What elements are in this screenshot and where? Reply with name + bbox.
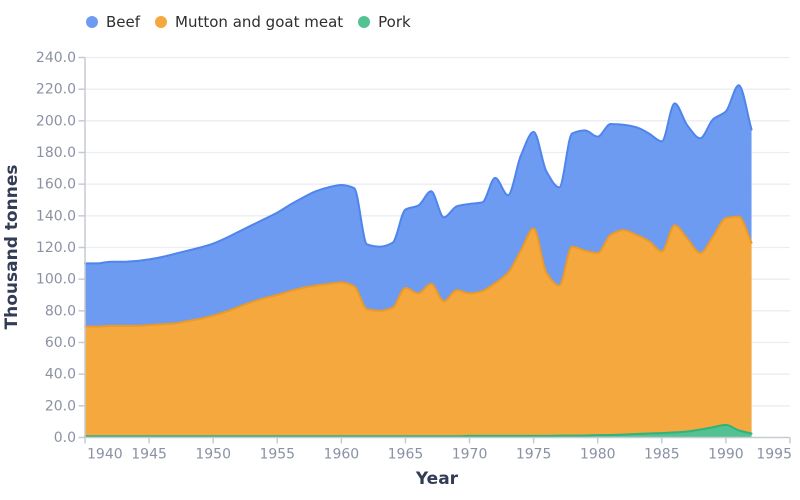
legend-label-pork: Pork (378, 13, 411, 31)
y-axis-title: Thousand tonnes (2, 165, 22, 330)
y-tick-label: 240.0 (36, 50, 76, 66)
x-tick-label: 1940 (87, 447, 123, 463)
x-tick-label: 1970 (452, 447, 488, 463)
y-tick-label: 220.0 (36, 82, 76, 98)
x-tick-label: 1980 (580, 447, 616, 463)
y-tick-label: 200.0 (36, 113, 76, 129)
line-beef (84, 84, 753, 265)
x-tick-label: 1975 (516, 447, 552, 463)
x-tick-label: 1950 (195, 447, 231, 463)
legend-label-mutton: Mutton and goat meat (175, 13, 344, 31)
x-tick-label: 1960 (324, 447, 360, 463)
legend-label-beef: Beef (106, 13, 141, 31)
plot-area: 0.0 20.0 40.0 60.0 80.0 100.0 120.0 140.0 160.0 1… (36, 50, 792, 463)
line-pork (84, 423, 753, 438)
x-tick-label: 1985 (644, 447, 680, 463)
beef-swatch-icon (86, 16, 98, 28)
line-mutton (84, 215, 753, 328)
x-tick-label: 1955 (259, 447, 295, 463)
x-tick-label: 1965 (388, 447, 424, 463)
y-tick-label: 0.0 (54, 430, 76, 446)
y-tick-label: 120.0 (36, 240, 76, 256)
legend-item-pork[interactable]: Pork (358, 13, 411, 31)
y-tick-label: 140.0 (36, 208, 76, 224)
mutton-swatch-icon (155, 16, 168, 28)
area-mutton (85, 216, 752, 438)
y-tick-label: 100.0 (36, 272, 76, 288)
legend-item-mutton[interactable]: Mutton and goat meat (155, 13, 343, 31)
x-tick-label: 1990 (708, 447, 744, 463)
y-tick-label: 160.0 (36, 177, 76, 193)
x-axis-title: Year (415, 469, 459, 489)
pork-swatch-icon (358, 16, 371, 28)
x-tick-label: 1995 (756, 447, 792, 463)
y-tick-label: 60.0 (45, 335, 76, 351)
y-tick-label: 180.0 (36, 145, 76, 161)
x-tick-label: 1945 (131, 447, 167, 463)
legend-item-beef[interactable]: Beef (86, 13, 140, 31)
y-tick-label: 80.0 (45, 303, 76, 319)
y-tick-label: 20.0 (45, 398, 76, 414)
legend: Beef Mutton and goat meat Pork (86, 13, 411, 31)
y-tick-label: 40.0 (45, 367, 76, 383)
